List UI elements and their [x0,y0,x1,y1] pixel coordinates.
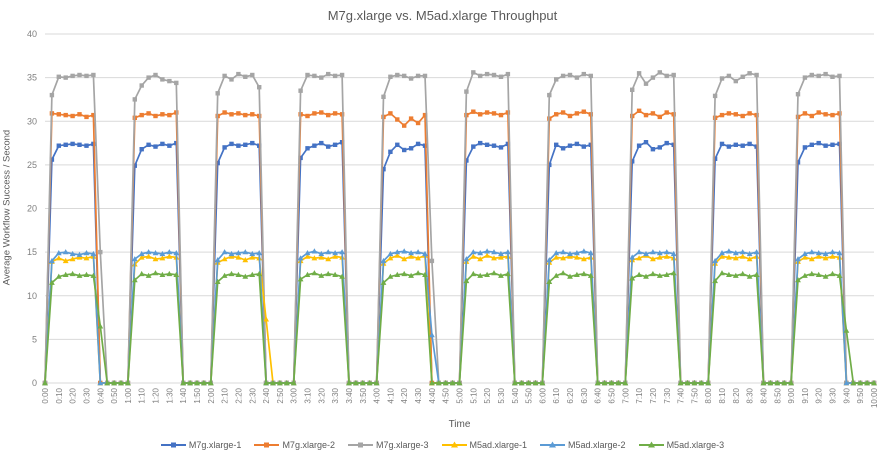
svg-text:1:20: 1:20 [152,387,161,403]
svg-text:9:10: 9:10 [801,387,810,403]
svg-text:8:30: 8:30 [746,387,755,403]
x-axis-ticks: 0:00 0:10 0:20 0:30 0:40 0:50 1:00 1:10 1:20 1:30… [41,387,879,408]
svg-text:3:40: 3:40 [345,387,354,403]
legend-label: M7g.xlarge-1 [188,440,242,450]
legend-label: M5ad.xlarge-3 [666,440,725,450]
svg-text:7:50: 7:50 [690,387,699,403]
x-axis-title: Time [448,419,471,430]
svg-text:6:30: 6:30 [580,387,589,403]
svg-text:35: 35 [27,73,37,83]
svg-text:1:50: 1:50 [193,387,202,403]
svg-text:20: 20 [27,204,37,214]
svg-text:9:40: 9:40 [842,387,851,403]
svg-text:0:00: 0:00 [41,387,50,403]
svg-text:7:30: 7:30 [663,387,672,403]
legend-triangle-marker-icon [441,441,467,448]
svg-text:9:00: 9:00 [787,387,796,403]
legend-label: M7g.xlarge-3 [375,440,429,450]
series-M7g.xlarge-3 [42,70,877,386]
svg-text:7:00: 7:00 [621,387,630,403]
svg-text:3:10: 3:10 [304,387,313,403]
svg-text:6:50: 6:50 [607,387,616,403]
legend-square-marker-icon [160,442,186,448]
svg-text:1:00: 1:00 [124,387,133,403]
svg-text:2:00: 2:00 [207,387,216,403]
legend-item: M7g.xlarge-1 [160,440,242,450]
svg-text:4:30: 4:30 [414,387,423,403]
chart-title: M7g.xlarge vs. M5ad.xlarge Throughput [327,8,558,23]
legend-square-marker-icon [254,442,280,448]
svg-text:4:50: 4:50 [442,387,451,403]
svg-text:5:40: 5:40 [511,387,520,403]
legend-item: M7g.xlarge-3 [347,440,429,450]
svg-text:25: 25 [27,160,37,170]
svg-text:3:50: 3:50 [359,387,368,403]
svg-text:5:30: 5:30 [497,387,506,403]
svg-text:8:00: 8:00 [704,387,713,403]
svg-text:0:50: 0:50 [110,387,119,403]
svg-text:6:00: 6:00 [538,387,547,403]
svg-text:8:50: 8:50 [773,387,782,403]
svg-text:7:10: 7:10 [635,387,644,403]
svg-text:1:30: 1:30 [165,387,174,403]
series-M5ad.xlarge-3 [42,270,877,386]
svg-text:3:00: 3:00 [290,387,299,403]
svg-text:8:40: 8:40 [759,387,768,403]
svg-text:2:50: 2:50 [276,387,285,403]
legend-label: M7g.xlarge-2 [282,440,335,450]
svg-text:1:40: 1:40 [179,387,188,403]
legend-item: M5ad.xlarge-2 [540,440,626,450]
legend-triangle-marker-icon [540,441,566,448]
svg-text:5:20: 5:20 [483,387,492,403]
svg-text:3:20: 3:20 [317,387,326,403]
svg-text:15: 15 [27,247,37,257]
svg-text:9:20: 9:20 [815,387,824,403]
svg-text:0:20: 0:20 [69,387,78,403]
legend: M7g.xlarge-1 M7g.xlarge-2 M7g.xlarge-3 M… [0,440,885,450]
svg-text:6:20: 6:20 [566,387,575,403]
svg-text:2:10: 2:10 [221,387,230,403]
svg-text:5:10: 5:10 [469,387,478,403]
svg-text:4:10: 4:10 [386,387,395,403]
svg-text:6:10: 6:10 [552,387,561,403]
legend-label: M5ad.xlarge-1 [469,440,528,450]
svg-text:5: 5 [32,334,37,344]
svg-text:30: 30 [27,116,37,126]
svg-text:8:20: 8:20 [732,387,741,403]
svg-text:5:50: 5:50 [525,387,534,403]
svg-text:5:00: 5:00 [456,387,465,403]
svg-text:1:10: 1:10 [138,387,147,403]
gridlines-and-y-ticks: 0 5 10 15 20 25 30 35 40 [27,29,874,388]
svg-text:10: 10 [27,291,37,301]
svg-text:6:40: 6:40 [594,387,603,403]
svg-text:7:40: 7:40 [677,387,686,403]
legend-item: M5ad.xlarge-3 [638,440,725,450]
svg-text:40: 40 [27,29,37,39]
svg-text:7:20: 7:20 [649,387,658,403]
svg-text:0:10: 0:10 [55,387,64,403]
svg-text:9:30: 9:30 [829,387,838,403]
svg-text:4:40: 4:40 [428,387,437,403]
legend-item: M5ad.xlarge-1 [441,440,528,450]
svg-text:2:30: 2:30 [248,387,257,403]
svg-text:0: 0 [32,378,37,388]
svg-text:0:30: 0:30 [82,387,91,403]
legend-square-marker-icon [347,442,373,448]
svg-text:2:20: 2:20 [234,387,243,403]
legend-label: M5ad.xlarge-2 [568,440,626,450]
svg-text:4:20: 4:20 [400,387,409,403]
svg-text:8:10: 8:10 [718,387,727,403]
svg-text:9:50: 9:50 [856,387,865,403]
svg-text:3:30: 3:30 [331,387,340,403]
legend-item: M7g.xlarge-2 [254,440,335,450]
svg-text:4:00: 4:00 [373,387,382,403]
svg-text:2:40: 2:40 [262,387,271,403]
series-M7g.xlarge-2 [42,108,877,386]
svg-text:10:00: 10:00 [870,387,879,408]
legend-triangle-marker-icon [638,441,664,448]
svg-text:0:40: 0:40 [96,387,105,403]
